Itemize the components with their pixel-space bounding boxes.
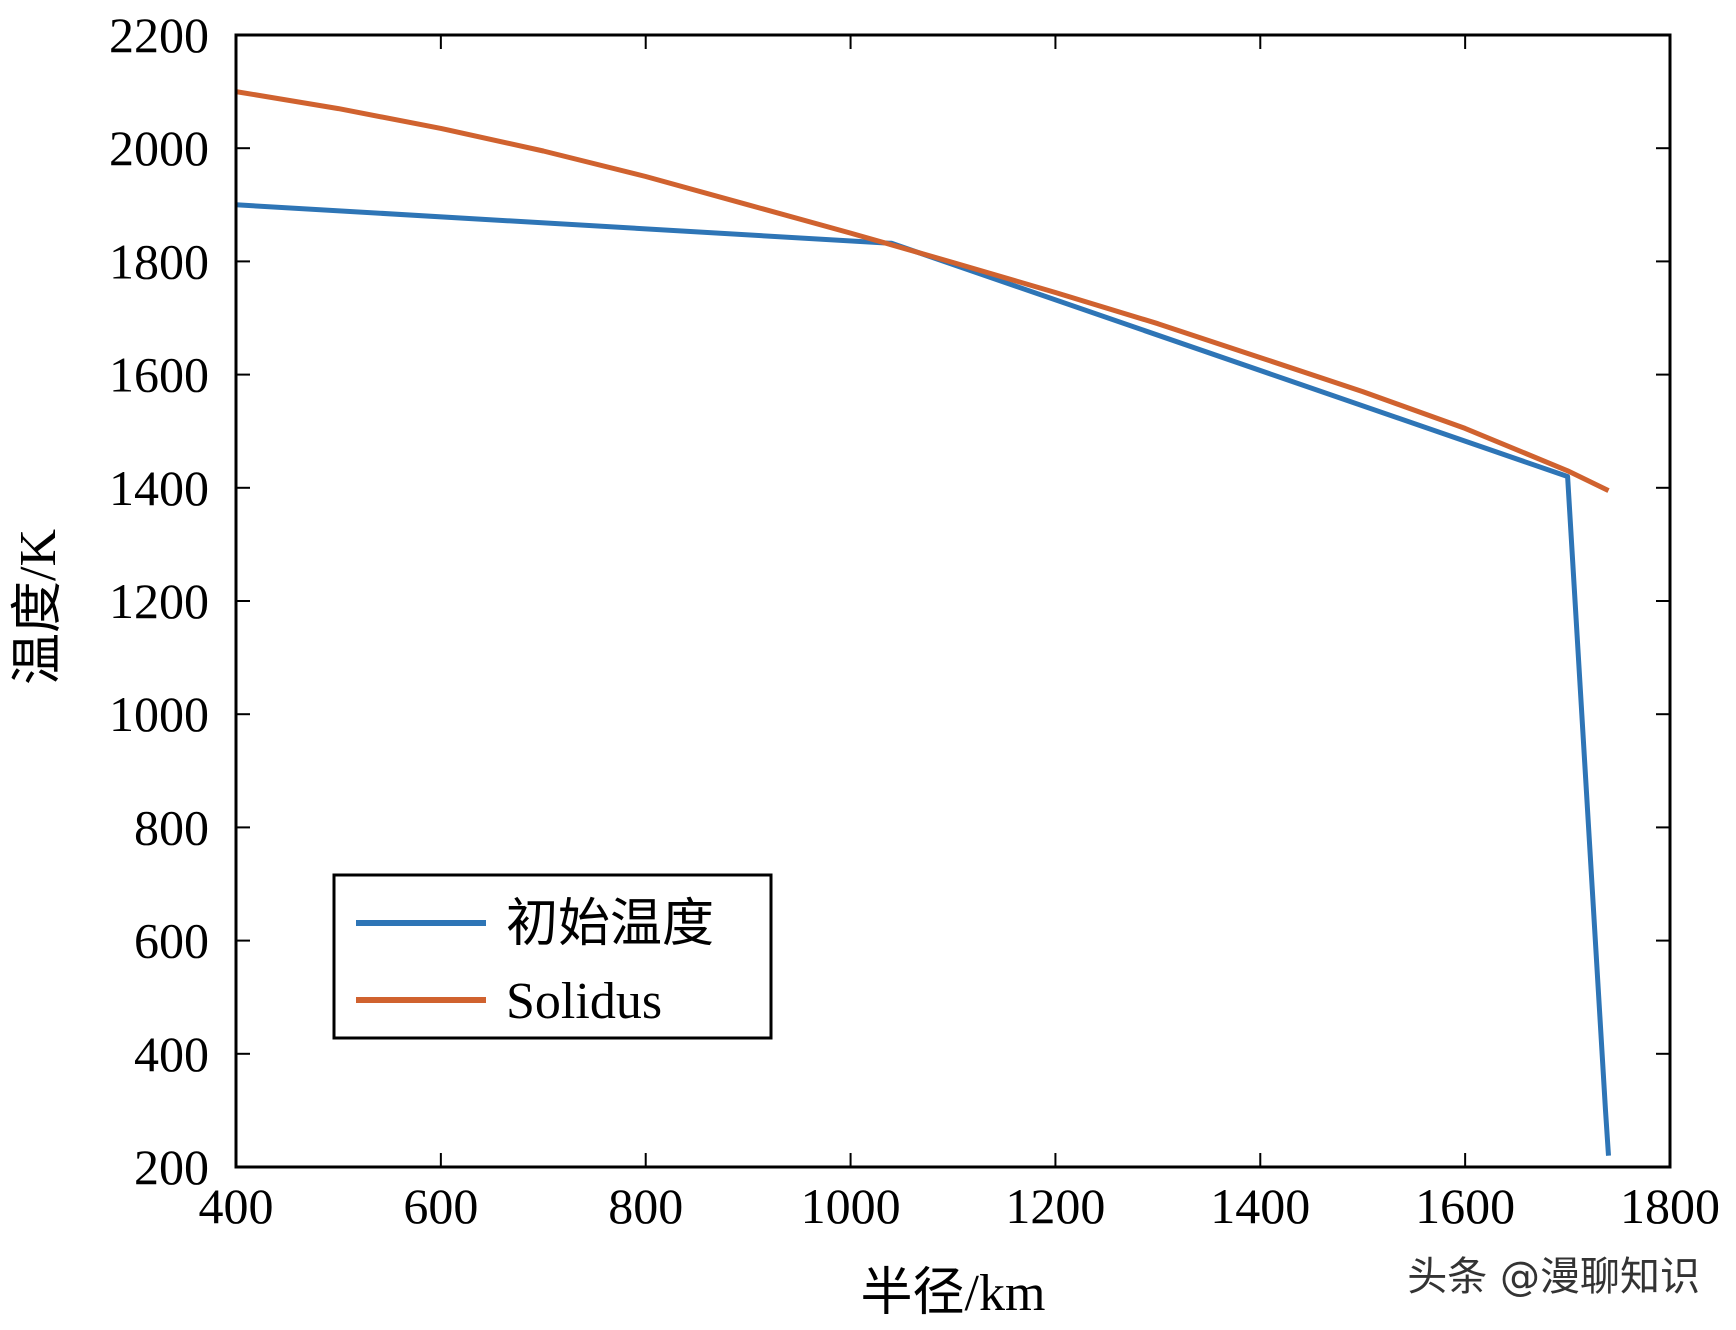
y-tick-label: 1200 xyxy=(109,573,209,629)
plot-frame xyxy=(234,33,1672,1169)
legend-label-initial-temperature: 初始温度 xyxy=(506,896,714,953)
legend: 初始温度 Solidus xyxy=(332,873,773,1040)
series-line-0 xyxy=(235,202,1611,1156)
y-tick-label: 200 xyxy=(134,1139,209,1195)
x-tick-label: 800 xyxy=(608,1178,683,1234)
y-tick-label: 1800 xyxy=(109,233,209,289)
y-tick-label: 1000 xyxy=(109,686,209,742)
x-tick-label: 1000 xyxy=(801,1178,901,1234)
y-axis-title: 温度/K xyxy=(10,529,67,685)
x-tick-label: 600 xyxy=(403,1178,478,1234)
x-tick-label: 1400 xyxy=(1210,1178,1310,1234)
x-tick-label: 400 xyxy=(199,1178,274,1234)
legend-label-solidus: Solidus xyxy=(506,973,662,1030)
y-tick-label: 2200 xyxy=(109,7,209,63)
series-lines xyxy=(235,89,1611,1156)
y-tick-label: 1600 xyxy=(109,347,209,403)
y-tick-label: 400 xyxy=(134,1026,209,1082)
x-tick-label: 1600 xyxy=(1415,1178,1515,1234)
y-tick-label: 1400 xyxy=(109,460,209,516)
x-axis-title: 半径/km xyxy=(861,1265,1046,1322)
watermark: 头条 @漫聊知识 xyxy=(1407,1254,1700,1300)
series-line-1 xyxy=(235,89,1610,493)
x-tick-label: 1800 xyxy=(1620,1178,1720,1234)
x-tick-label: 1200 xyxy=(1005,1178,1105,1234)
tick-labels: 400 600 800 1000 1200 1400 1600 180020040060080… xyxy=(109,7,1720,1234)
y-tick-label: 2000 xyxy=(109,120,209,176)
y-tick-label: 800 xyxy=(134,799,209,855)
y-tick-label: 600 xyxy=(134,913,209,969)
legend-box xyxy=(332,873,773,1040)
